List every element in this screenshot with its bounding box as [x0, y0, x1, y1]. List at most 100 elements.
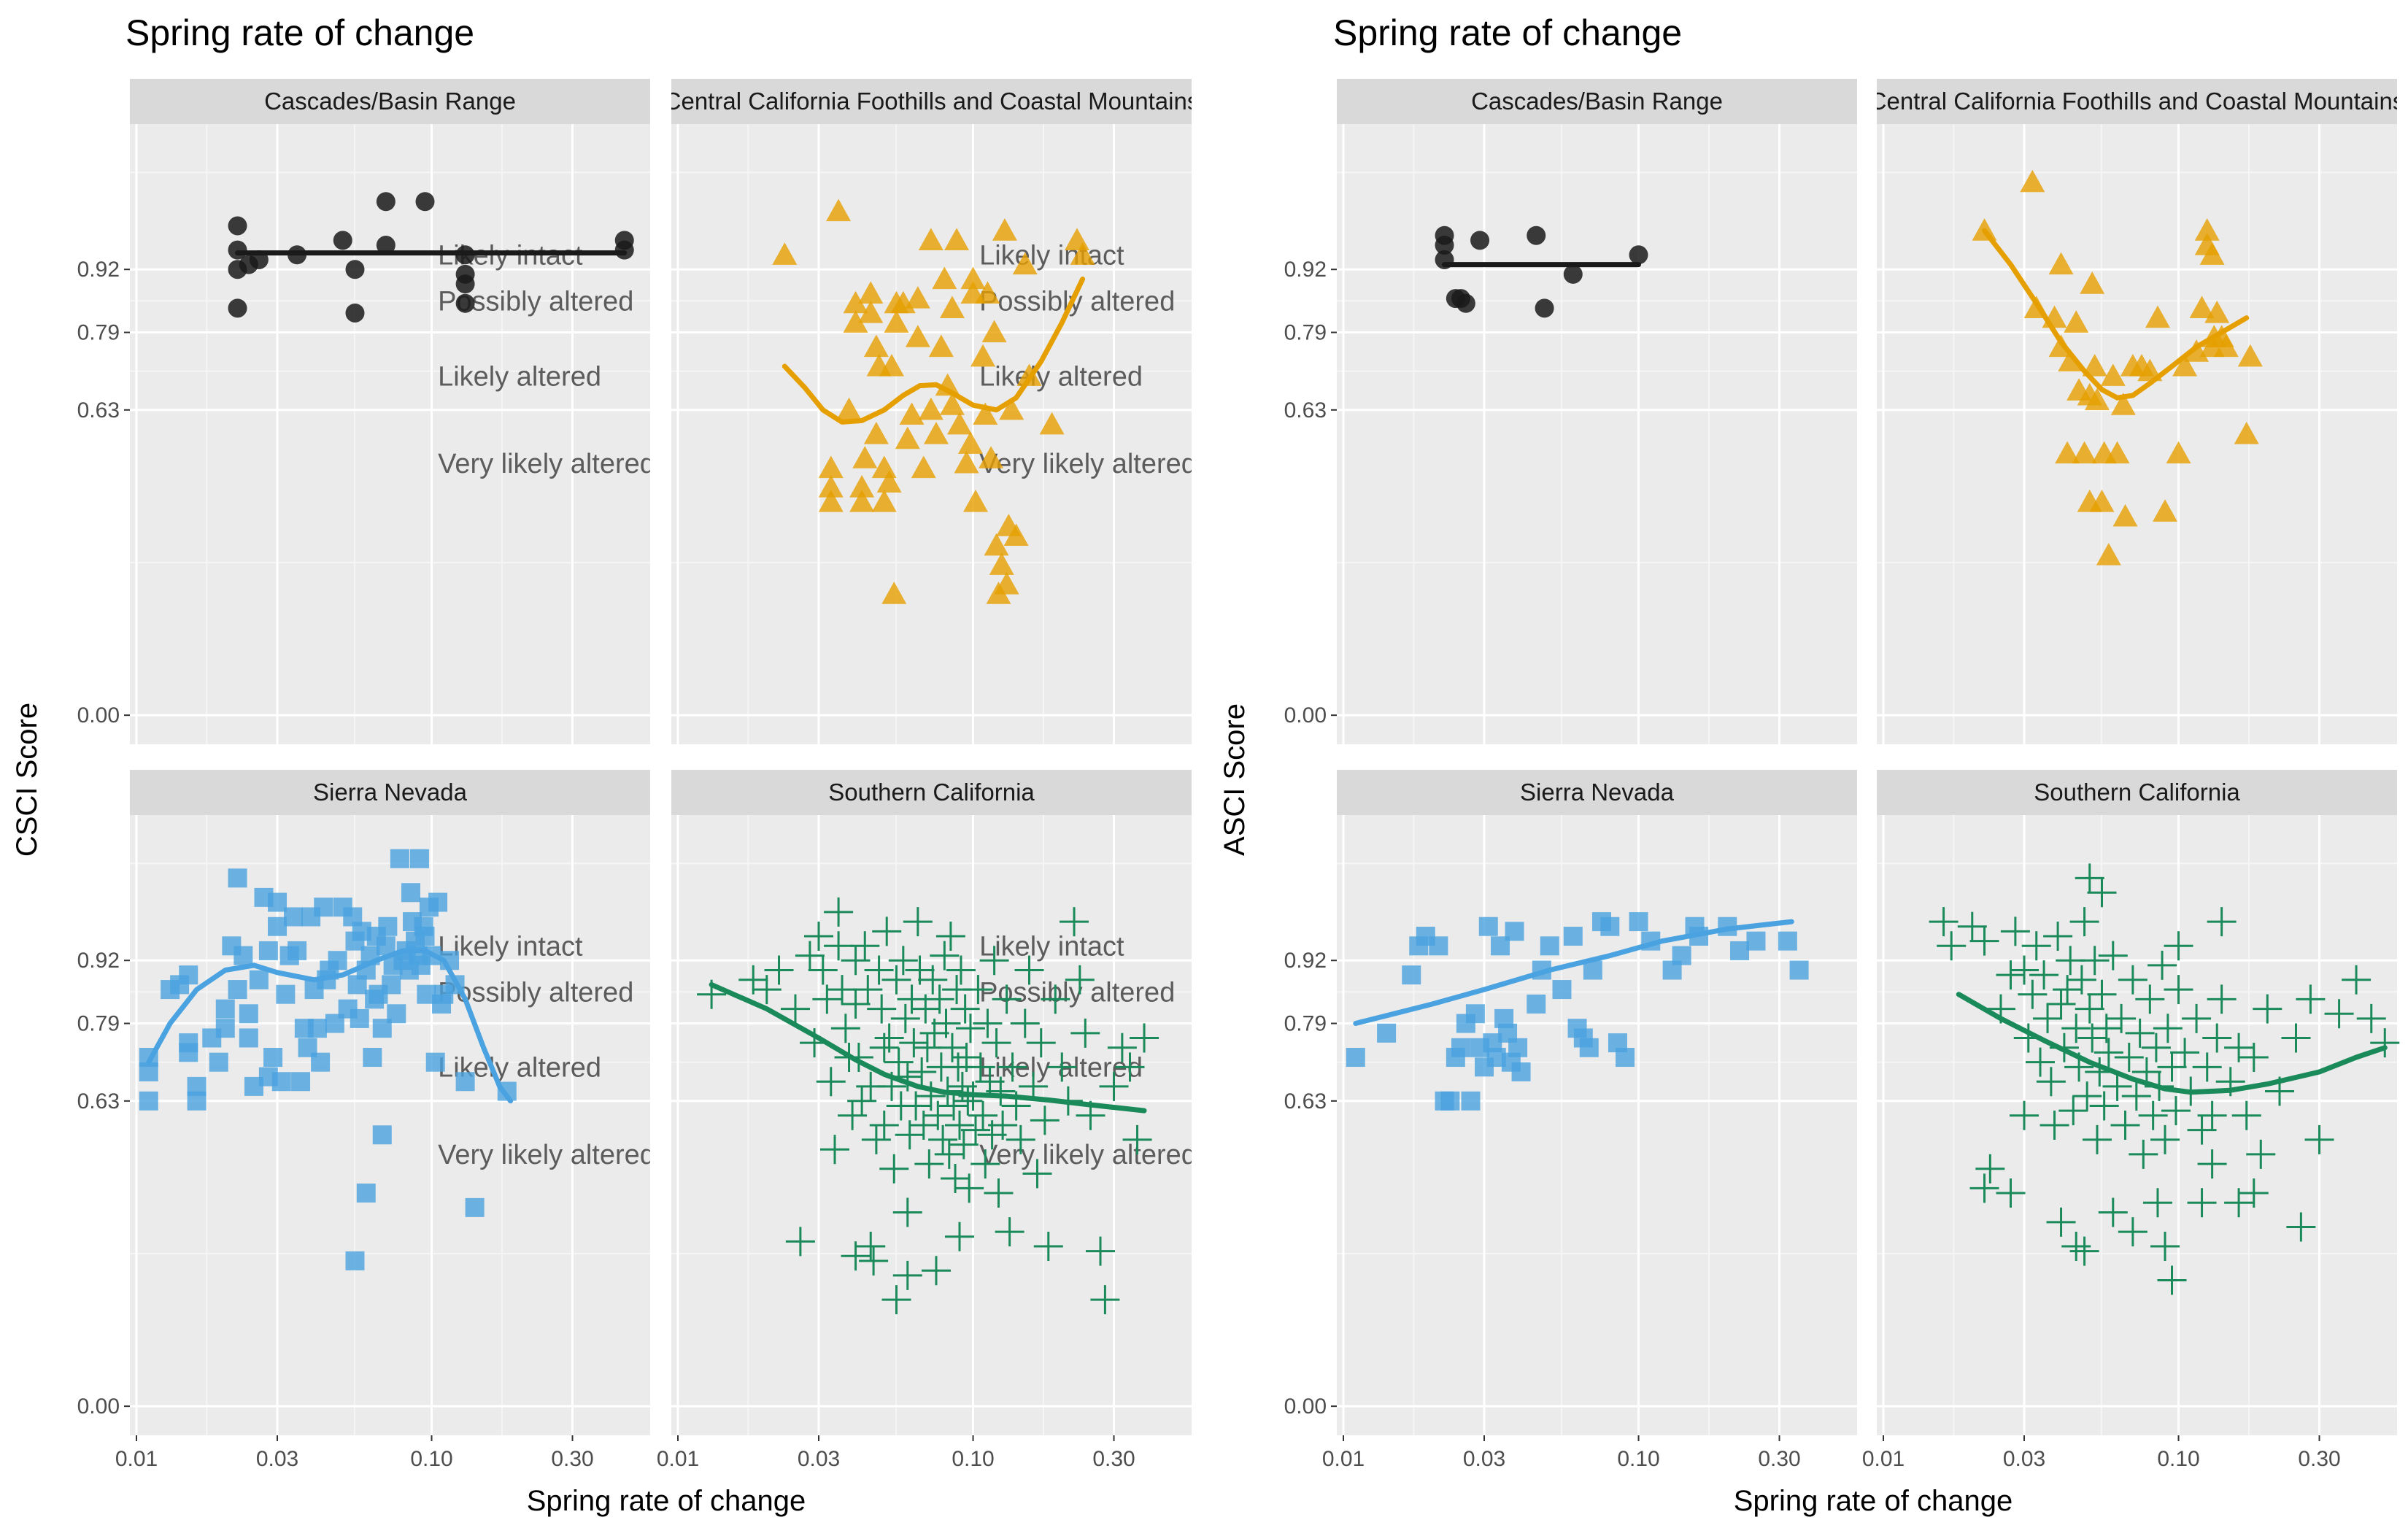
- data-point: [2281, 1023, 2311, 1053]
- data-point: [2058, 1096, 2088, 1126]
- data-point: [923, 1100, 953, 1130]
- data-point: [228, 868, 247, 888]
- data-point: [867, 994, 897, 1024]
- x-axis-title: Spring rate of change: [1734, 1485, 2013, 1517]
- data-point: [876, 470, 902, 493]
- data-point: [350, 1008, 369, 1028]
- facet-strip-label: Sierra Nevada: [1520, 779, 1675, 806]
- data-point: [179, 1033, 198, 1053]
- data-point: [2089, 489, 2115, 512]
- x-tick-label: 0.03: [2003, 1447, 2045, 1471]
- data-point: [415, 192, 435, 212]
- x-tick-label: 0.10: [1617, 1447, 1659, 1471]
- data-point: [2234, 422, 2259, 444]
- data-point: [808, 955, 838, 985]
- zone-label: Possibly altered: [979, 977, 1175, 1008]
- data-point: [1026, 1028, 1056, 1058]
- data-point: [918, 228, 943, 250]
- data-point: [2286, 1212, 2316, 1242]
- data-point: [1047, 1052, 1077, 1082]
- y-tick-label: 0.00: [1284, 1394, 1327, 1419]
- data-point: [614, 240, 634, 260]
- data-point: [968, 1100, 998, 1130]
- data-point: [2150, 1124, 2180, 1154]
- data-point: [1440, 1091, 1460, 1111]
- data-point: [1122, 1124, 1152, 1154]
- data-point: [1030, 1105, 1060, 1135]
- data-point: [1012, 252, 1038, 275]
- data-point: [2192, 1052, 2222, 1082]
- data-point: [970, 1149, 1000, 1179]
- data-point: [356, 1183, 376, 1203]
- data-point: [1535, 298, 1554, 318]
- data-point: [824, 931, 854, 961]
- data-point: [858, 281, 884, 304]
- data-point: [884, 310, 909, 333]
- data-point: [376, 192, 395, 212]
- zone-label: Very likely altered: [979, 1140, 1197, 1170]
- zone-label: Very likely altered: [438, 449, 655, 479]
- data-point: [187, 1076, 207, 1096]
- panel-background: [1337, 124, 1857, 744]
- data-point: [307, 1019, 327, 1038]
- x-tick-label: 0.03: [256, 1447, 298, 1471]
- data-point: [1552, 980, 1572, 1000]
- data-point: [872, 916, 902, 946]
- data-point: [999, 397, 1024, 420]
- data-point: [1975, 1154, 2005, 1184]
- trend-line: [1956, 992, 2388, 1095]
- data-point: [994, 571, 1019, 595]
- data-point: [2000, 916, 2030, 946]
- data-point: [1451, 1038, 1470, 1057]
- data-point: [1039, 412, 1065, 435]
- data-point: [2157, 1265, 2187, 1295]
- facet-strip-label: Central California Foothills and Coastal…: [664, 88, 1200, 115]
- data-point: [945, 1111, 975, 1140]
- facet-strip: [1337, 770, 1857, 815]
- data-point: [2197, 1100, 2227, 1130]
- data-point: [1969, 1173, 1999, 1203]
- data-point: [1629, 912, 1648, 932]
- data-point: [827, 975, 857, 1005]
- trend-line: [146, 948, 514, 1104]
- zone-label: Likely intact: [979, 931, 1124, 962]
- data-point: [1629, 245, 1648, 265]
- data-point: [1099, 1071, 1129, 1101]
- data-point: [2224, 1033, 2254, 1062]
- data-point: [1041, 984, 1070, 1014]
- data-point: [881, 965, 911, 995]
- data-point: [2087, 979, 2117, 1009]
- data-point: [818, 489, 844, 512]
- data-point: [2150, 1232, 2180, 1262]
- data-point: [2304, 1124, 2334, 1154]
- zone-label: Likely intact: [438, 931, 583, 962]
- data-point: [2207, 984, 2237, 1014]
- data-point: [2021, 931, 2051, 961]
- data-point: [268, 916, 288, 936]
- data-point: [2091, 1014, 2121, 1043]
- data-point: [1346, 1048, 1365, 1068]
- x-tick-label: 0.10: [2157, 1447, 2199, 1471]
- data-point: [2141, 1033, 2171, 1062]
- data-point: [2072, 441, 2097, 464]
- chart-title: Spring rate of change: [126, 12, 474, 53]
- data-point: [1070, 242, 1095, 265]
- data-point: [2075, 994, 2104, 1024]
- data-point: [428, 892, 448, 912]
- data-point: [276, 984, 296, 1004]
- data-point: [2087, 878, 2117, 908]
- data-point: [2147, 950, 2177, 980]
- data-point: [841, 1241, 871, 1271]
- data-point: [892, 1197, 922, 1227]
- data-point: [992, 218, 1017, 241]
- y-tick-label: 0.79: [1284, 321, 1327, 345]
- data-point: [2125, 1018, 2155, 1048]
- data-point: [1465, 1004, 1485, 1024]
- data-point: [1540, 936, 1559, 956]
- facet-panel: Southern California 0.01 0.03 0.10 0.30: [1862, 770, 2400, 1471]
- data-point: [2058, 349, 2083, 371]
- data-point: [1022, 1159, 1052, 1189]
- data-point: [455, 1072, 475, 1092]
- data-point: [841, 989, 871, 1019]
